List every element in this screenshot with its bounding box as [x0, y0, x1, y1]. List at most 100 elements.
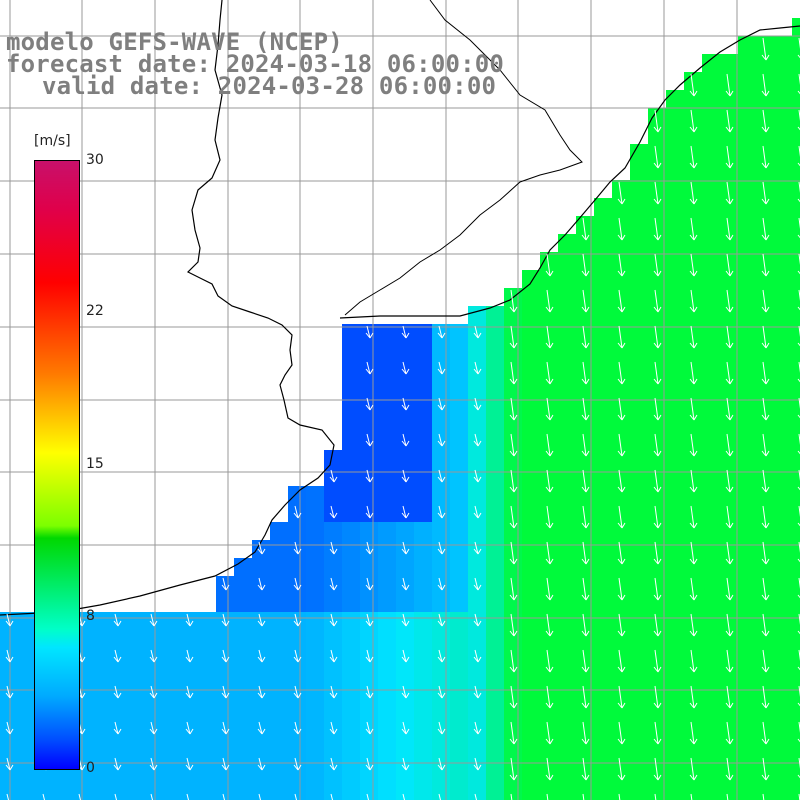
wind-cell: [450, 504, 468, 522]
wind-cell: [666, 558, 684, 576]
wind-cell: [792, 180, 800, 198]
wind-cell: [414, 468, 432, 486]
wind-arrow: [725, 181, 734, 205]
wind-cell: [702, 774, 720, 792]
wind-cell: [0, 630, 18, 648]
wind-arrow: [545, 649, 554, 673]
wind-cell: [720, 450, 738, 468]
wind-arrow: [438, 793, 442, 800]
wind-arrow: [725, 541, 734, 565]
wind-cell: [162, 684, 180, 702]
wind-cell: [594, 558, 612, 576]
wind-arrow: [329, 721, 338, 735]
wind-cell: [648, 450, 666, 468]
wind-arrow: [689, 685, 698, 709]
wind-cell: [684, 414, 702, 432]
wind-cell: [738, 288, 756, 306]
wind-cell: [540, 558, 558, 576]
wind-cell: [792, 612, 800, 630]
wind-cell: [756, 54, 774, 72]
wind-cell: [378, 684, 396, 702]
wind-cell: [792, 162, 800, 180]
wind-cell: [558, 702, 576, 720]
wind-cell: [684, 288, 702, 306]
wind-cell: [378, 558, 396, 576]
wind-cell: [666, 720, 684, 738]
wind-cell: [216, 738, 234, 756]
wind-cell: [414, 774, 432, 792]
wind-cell: [216, 630, 234, 648]
coastline-north: [339, 25, 800, 319]
wind-cell: [306, 540, 324, 558]
wind-arrow: [473, 685, 482, 699]
wind-cell: [630, 270, 648, 288]
wind-cell: [18, 720, 36, 738]
wind-arrow: [581, 649, 590, 673]
wind-arrow: [437, 469, 446, 483]
wind-cell: [648, 774, 666, 792]
wind-cell: [756, 378, 774, 396]
wind-arrow: [365, 361, 374, 375]
wind-cell: [522, 486, 540, 504]
wind-cell: [468, 522, 486, 540]
wind-cell: [0, 702, 18, 720]
wind-arrow: [329, 613, 338, 627]
wind-cell: [792, 126, 800, 144]
wind-cell: [648, 126, 666, 144]
wind-cell: [432, 522, 450, 540]
wind-cell: [540, 414, 558, 432]
wind-cell: [90, 756, 108, 774]
wind-cell: [684, 378, 702, 396]
wind-cell: [396, 522, 414, 540]
wind-cell: [630, 180, 648, 198]
wind-cell: [486, 342, 504, 360]
wind-cell: [648, 630, 666, 648]
wind-cell: [396, 594, 414, 612]
wind-cell: [702, 324, 720, 342]
wind-arrow: [617, 577, 626, 601]
wind-arrow: [546, 793, 549, 800]
wind-cell: [522, 504, 540, 522]
wind-cell: [684, 720, 702, 738]
wind-cell: [756, 270, 774, 288]
wind-cell: [684, 702, 702, 720]
wind-cell: [468, 702, 486, 720]
wind-cell: [90, 648, 108, 666]
wind-cell: [450, 432, 468, 450]
wind-arrow: [581, 721, 590, 745]
wind-arrow: [149, 721, 158, 735]
wind-cell: [558, 720, 576, 738]
wind-arrow: [293, 541, 302, 555]
wind-arrow: [294, 793, 298, 800]
wind-cell: [234, 792, 252, 800]
wind-cell: [630, 504, 648, 522]
wind-arrow: [761, 253, 770, 277]
wind-arrow: [545, 721, 554, 745]
wind-cell: [612, 378, 630, 396]
wind-cell: [378, 396, 396, 414]
wind-cell: [774, 486, 792, 504]
wind-cell: [594, 414, 612, 432]
wind-cell: [576, 306, 594, 324]
wind-cell: [252, 792, 270, 800]
wind-cell: [720, 126, 738, 144]
wind-arrow: [474, 793, 478, 800]
wind-cell: [774, 126, 792, 144]
wind-cell: [450, 738, 468, 756]
wind-cell: [684, 756, 702, 774]
wind-cell: [522, 684, 540, 702]
wind-cell: [756, 342, 774, 360]
wind-cell: [486, 774, 504, 792]
wind-cell: [234, 648, 252, 666]
wind-cell: [792, 792, 800, 800]
wind-cell: [594, 342, 612, 360]
wind-cell: [774, 198, 792, 216]
wind-cell: [720, 594, 738, 612]
wind-cell: [666, 108, 684, 126]
wind-cell: [648, 324, 666, 342]
wind-cell: [468, 342, 486, 360]
wind-arrow: [689, 325, 698, 349]
wind-arrow: [78, 793, 82, 800]
wind-cell: [756, 324, 774, 342]
wind-arrow: [329, 577, 338, 591]
